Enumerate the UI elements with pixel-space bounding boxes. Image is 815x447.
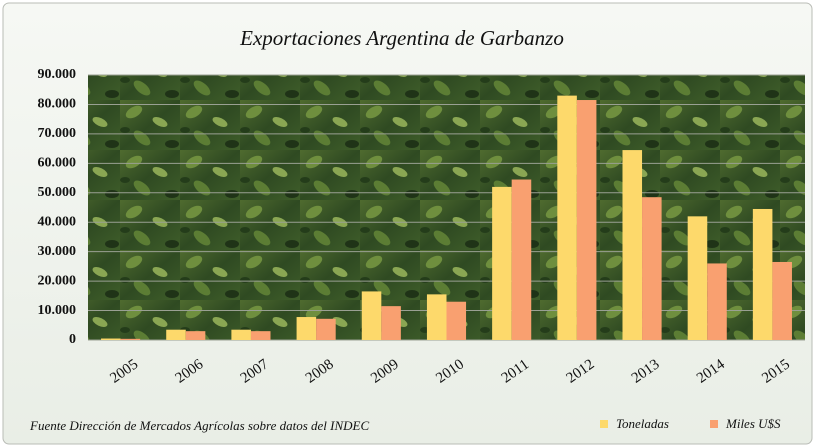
footnote: Fuente Dirección de Mercados Agrícolas s…: [29, 418, 369, 433]
y-tick-label: 60.000: [38, 156, 77, 171]
y-tick-label: 20.000: [38, 273, 77, 288]
y-tick-label: 10.000: [38, 303, 77, 318]
bar: [120, 338, 141, 340]
bar: [707, 263, 727, 340]
bar: [772, 261, 792, 340]
y-tick-label: 50.000: [38, 185, 77, 200]
bar: [101, 338, 121, 340]
bar: [185, 331, 206, 340]
bar: [361, 291, 382, 340]
y-tick-label: 90.000: [38, 67, 77, 82]
y-tick-label: 70.000: [38, 126, 77, 141]
bar: [687, 216, 708, 340]
bar: [166, 329, 186, 340]
y-tick-label: 0: [69, 332, 76, 347]
chart-title: Exportaciones Argentina de Garbanzo: [239, 26, 564, 50]
bar: [381, 306, 401, 340]
y-tick-label: 40.000: [38, 214, 77, 229]
legend-swatch: [600, 420, 608, 428]
bar: [250, 331, 271, 340]
bar: [511, 179, 532, 340]
bar: [316, 318, 336, 340]
bar: [752, 208, 773, 340]
bar: [231, 329, 251, 340]
bar: [557, 95, 577, 340]
legend-label: Miles U$S: [725, 416, 781, 431]
bar: [492, 186, 512, 340]
bar: [576, 100, 597, 341]
legend-swatch: [710, 420, 718, 428]
bar: [426, 294, 447, 340]
bar: [446, 301, 467, 340]
bar: [642, 197, 662, 340]
y-tick-label: 80.000: [38, 97, 77, 112]
y-tick-label: 30.000: [38, 244, 77, 259]
bar: [622, 150, 643, 340]
bar: [296, 317, 317, 340]
legend-label: Toneladas: [616, 416, 669, 431]
